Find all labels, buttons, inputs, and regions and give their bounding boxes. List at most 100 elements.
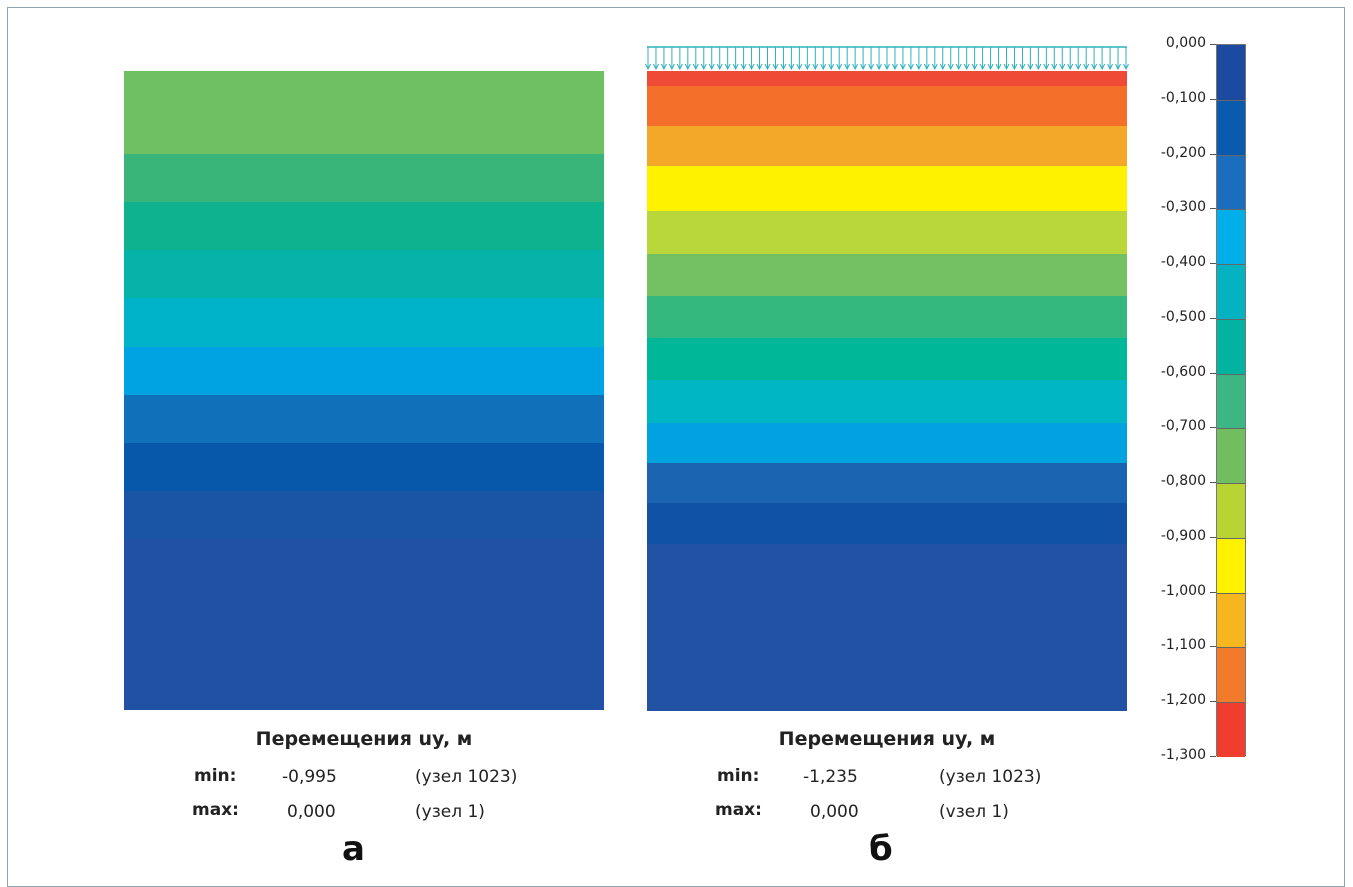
load-arrow-head [684, 63, 691, 71]
legend-tick-label: -1,300 [1160, 747, 1206, 763]
load-arrow-head [708, 63, 715, 71]
legend-tick-mark [1210, 153, 1216, 155]
load-arrow-head [653, 63, 659, 71]
panel-b-min-value: -1,235 [803, 767, 858, 787]
contour-band [124, 395, 604, 443]
load-arrow-head [1123, 63, 1129, 71]
contour-band [124, 250, 604, 298]
legend-tick-mark [1210, 427, 1216, 429]
contour-band [647, 86, 1127, 126]
legend-color-cell [1217, 702, 1245, 758]
load-arrow-head [884, 63, 890, 71]
load-arrow-head [939, 63, 946, 71]
legend-tick-mark [1210, 208, 1216, 210]
legend-tick-label: -0,900 [1160, 527, 1206, 544]
load-arrow-head [915, 63, 922, 71]
load-arrow-head [987, 63, 994, 71]
panel-a-letter: а [342, 829, 365, 869]
legend-tick-label: -0,100 [1160, 89, 1206, 106]
load-arrow-head [963, 63, 970, 71]
panel-a-max-node: (узел 1) [415, 802, 485, 822]
legend-tick-mark [1210, 317, 1216, 319]
load-arrow-head [812, 63, 819, 71]
contour-band [647, 211, 1127, 254]
contour-band [124, 539, 604, 710]
legend-tick-mark [1210, 536, 1216, 538]
legend-color-cell [1217, 373, 1245, 429]
legend-tick-mark [1210, 263, 1216, 265]
legend-tick-mark [1210, 756, 1216, 757]
legend-color-cell [1217, 264, 1245, 320]
legend-tick-mark [1210, 482, 1216, 484]
legend-tick-label: -0,400 [1160, 254, 1206, 271]
panel-a-min-value: -0,995 [282, 767, 337, 787]
load-arrow-head [1003, 63, 1010, 71]
load-arrow-head [979, 63, 986, 71]
contour-band [647, 463, 1127, 503]
load-arrow-head [1035, 63, 1042, 71]
load-arrow-head [923, 63, 930, 71]
legend-tick-mark [1210, 591, 1216, 593]
legend-color-cell [1217, 45, 1245, 101]
heatmap-panel-b [647, 71, 1127, 711]
load-arrow-head [1011, 63, 1018, 71]
load-arrow-head [788, 63, 795, 71]
contour-band [124, 154, 604, 202]
legend-color-cell [1217, 154, 1245, 210]
legend-color-cell [1217, 537, 1245, 594]
load-arrow-head [692, 63, 699, 71]
contour-band [647, 254, 1127, 296]
contour-band [124, 491, 604, 539]
contour-band [647, 166, 1127, 211]
color-legend-bar [1216, 44, 1246, 758]
contour-band [647, 71, 1127, 86]
legend-color-cell [1217, 209, 1245, 265]
panel-b-max-node: (vзел 1) [939, 802, 1009, 822]
legend-tick-mark [1210, 44, 1216, 45]
load-arrow-head [1067, 63, 1074, 71]
legend-tick-mark [1210, 98, 1216, 100]
load-arrow-head [1059, 63, 1066, 71]
contour-band [647, 423, 1127, 463]
distributed-load-icon [645, 46, 1129, 71]
load-arrow-head [1051, 63, 1058, 71]
load-arrow-head [1075, 63, 1082, 71]
contour-band [647, 126, 1127, 166]
legend-tick-label: -0,700 [1160, 418, 1206, 435]
panel-b-max-label: max: [715, 800, 762, 820]
load-arrow-head [820, 63, 827, 71]
legend-tick-label: -1,000 [1160, 582, 1206, 599]
load-arrow-head [995, 63, 1002, 71]
legend-tick-label: 0,000 [1165, 35, 1206, 51]
load-arrow-head [780, 63, 787, 71]
contour-band [647, 296, 1127, 338]
load-arrow-head [1083, 63, 1090, 71]
load-arrow-head [1027, 63, 1034, 71]
load-arrow-head [852, 63, 859, 71]
load-arrow-head [844, 63, 851, 71]
contour-band [647, 544, 1127, 711]
legend-tick-label: -1,200 [1160, 692, 1206, 709]
load-arrow-head [732, 63, 739, 71]
load-arrow-head [931, 63, 938, 71]
load-arrow-head [764, 63, 771, 71]
load-arrow-head [645, 63, 651, 71]
legend-tick-label: -1,100 [1160, 637, 1206, 654]
contour-band [647, 380, 1127, 423]
legend-tick-label: -0,800 [1160, 473, 1206, 490]
contour-band [647, 338, 1127, 380]
load-arrow-head [828, 63, 835, 71]
load-arrow-head [907, 63, 914, 71]
legend-tick-mark [1210, 646, 1216, 648]
panel-b-max-value: 0,000 [810, 802, 859, 822]
load-arrow-head [947, 63, 954, 71]
load-arrow-head [668, 63, 675, 71]
load-arrow-head [748, 63, 755, 71]
load-arrow-head [1043, 63, 1050, 71]
legend-tick-mark [1210, 372, 1216, 374]
load-arrow-head [772, 63, 779, 71]
load-arrow-head [756, 63, 763, 71]
load-arrow-head [1107, 63, 1114, 71]
load-arrow-head [892, 63, 898, 71]
legend-tick-label: -0,500 [1160, 308, 1206, 325]
